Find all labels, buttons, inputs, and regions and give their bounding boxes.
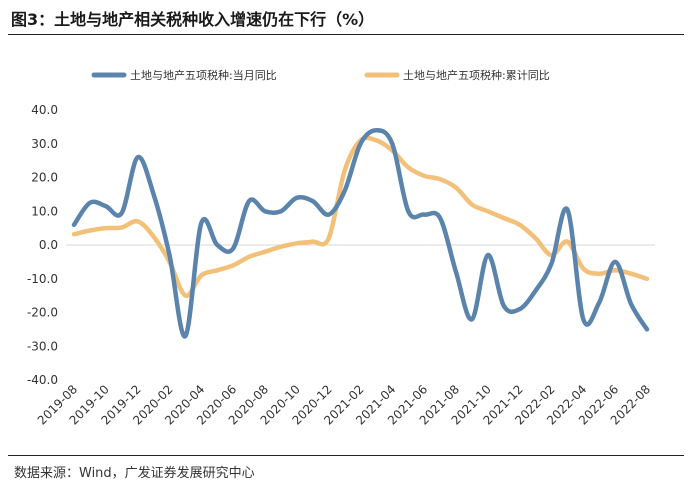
series-line-monthly <box>71 128 650 339</box>
legend-label: 土地与地产五项税种:当月同比 <box>130 68 277 82</box>
y-tick-label: 30.0 <box>31 137 58 151</box>
page-title: 图3：土地与地产相关税种收入增速仍在下行（%） <box>11 10 375 29</box>
source-rule <box>8 455 684 456</box>
x-axis-ticks: 2019-082019-102019-122020-022020-042020-… <box>35 382 653 427</box>
title-rule <box>8 34 684 35</box>
y-tick-label: 10.0 <box>31 204 58 218</box>
y-tick-label: -40.0 <box>27 373 58 387</box>
y-tick-label: 0.0 <box>39 238 58 252</box>
source-note: 数据来源：Wind，广发证券发展研究中心 <box>14 466 255 481</box>
legend: 土地与地产五项税种:当月同比 土地与地产五项税种:累计同比 <box>91 68 550 82</box>
y-tick-label: -30.0 <box>27 339 58 353</box>
series-lines <box>71 128 650 339</box>
legend-label: 土地与地产五项税种:累计同比 <box>403 68 550 82</box>
y-tick-label: -20.0 <box>27 306 58 320</box>
y-tick-label: 20.0 <box>31 171 58 185</box>
y-tick-label: -10.0 <box>27 272 58 286</box>
y-axis-ticks: 40.0 30.0 20.0 10.0 0.0 -10.0 -20.0 -30.0 -40.0 <box>27 103 58 387</box>
y-tick-label: 40.0 <box>31 103 58 117</box>
